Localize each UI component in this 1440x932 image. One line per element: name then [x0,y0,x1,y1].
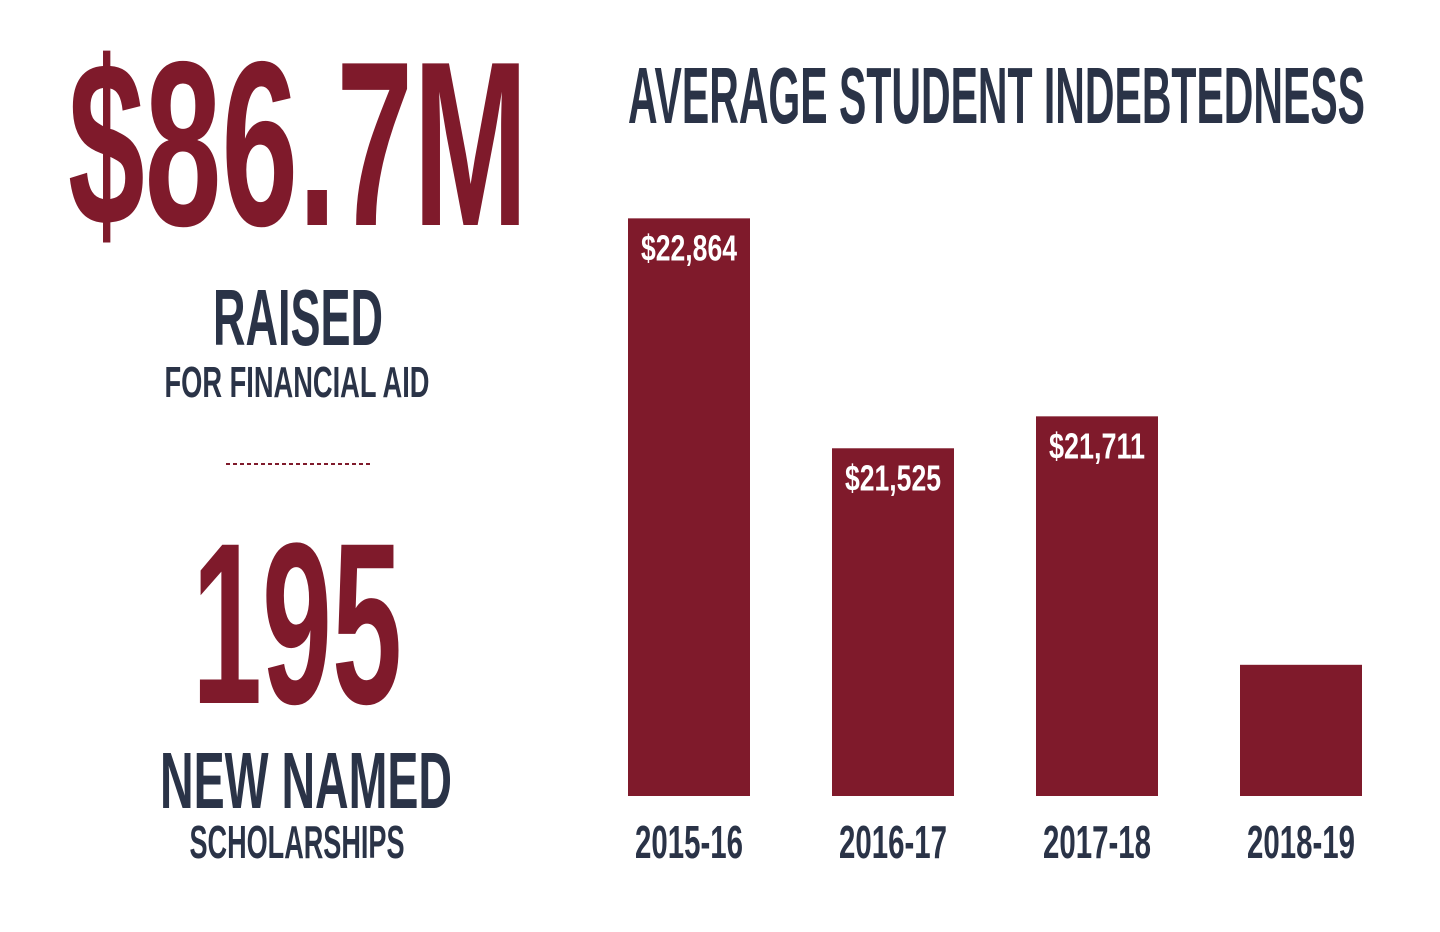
bar [832,448,954,796]
bar [1036,416,1158,796]
bar [1240,664,1362,796]
data-label: $21,711 [1049,425,1145,466]
stat-label: NEW NAMED [160,736,452,825]
bar [628,218,750,796]
stat-sublabel: SCHOLARSHIPS [190,816,405,868]
stat-value: 195 [192,495,402,752]
x-tick-label: 2015-16 [635,816,743,868]
x-tick-label: 2018-19 [1247,816,1355,868]
chart-title: AVERAGE STUDENT INDEBTEDNESS [628,51,1365,140]
x-tick-label: 2016-17 [839,816,947,868]
stat-label: RAISED [213,273,383,362]
data-label: $21,525 [845,457,941,498]
x-tick-label: 2017-18 [1043,816,1151,868]
stat-sublabel: FOR FINANCIAL AID [165,358,430,407]
stat-value: $86.7M [68,12,528,275]
data-label: $22,864 [641,227,737,268]
